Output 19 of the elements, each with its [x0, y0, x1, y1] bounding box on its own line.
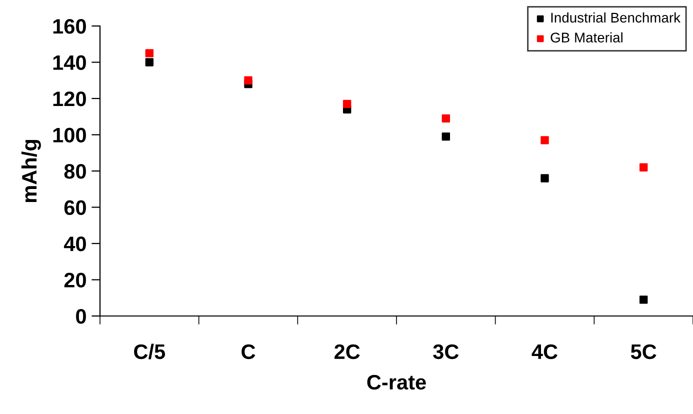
y-tick-label: 80 [64, 164, 86, 179]
x-tick-label: 4C [532, 344, 558, 360]
y-tick-label: 60 [64, 200, 86, 216]
y-tick-label: 0 [76, 309, 86, 324]
x-tick-label: C [242, 344, 256, 360]
y-tick-label: 40 [64, 236, 86, 252]
x-tick-label: 3C [433, 344, 459, 360]
y-tick-label: 140 [53, 55, 86, 70]
legend-label: Industrial Benchmark [551, 12, 681, 23]
y-tick-label: 120 [53, 92, 86, 106]
x-axis-title: C-rate [367, 374, 426, 390]
x-tick-label: C/5 [134, 344, 166, 360]
x-tick-label: 2C [334, 344, 360, 360]
y-tick-label: 160 [53, 19, 86, 34]
y-axis-title: mAh/g [21, 140, 41, 202]
x-tick-label: 5C [630, 344, 656, 360]
y-tick-label: 100 [53, 128, 86, 143]
y-tick-label: 20 [64, 272, 86, 288]
legend-label: GB Material [550, 32, 622, 42]
